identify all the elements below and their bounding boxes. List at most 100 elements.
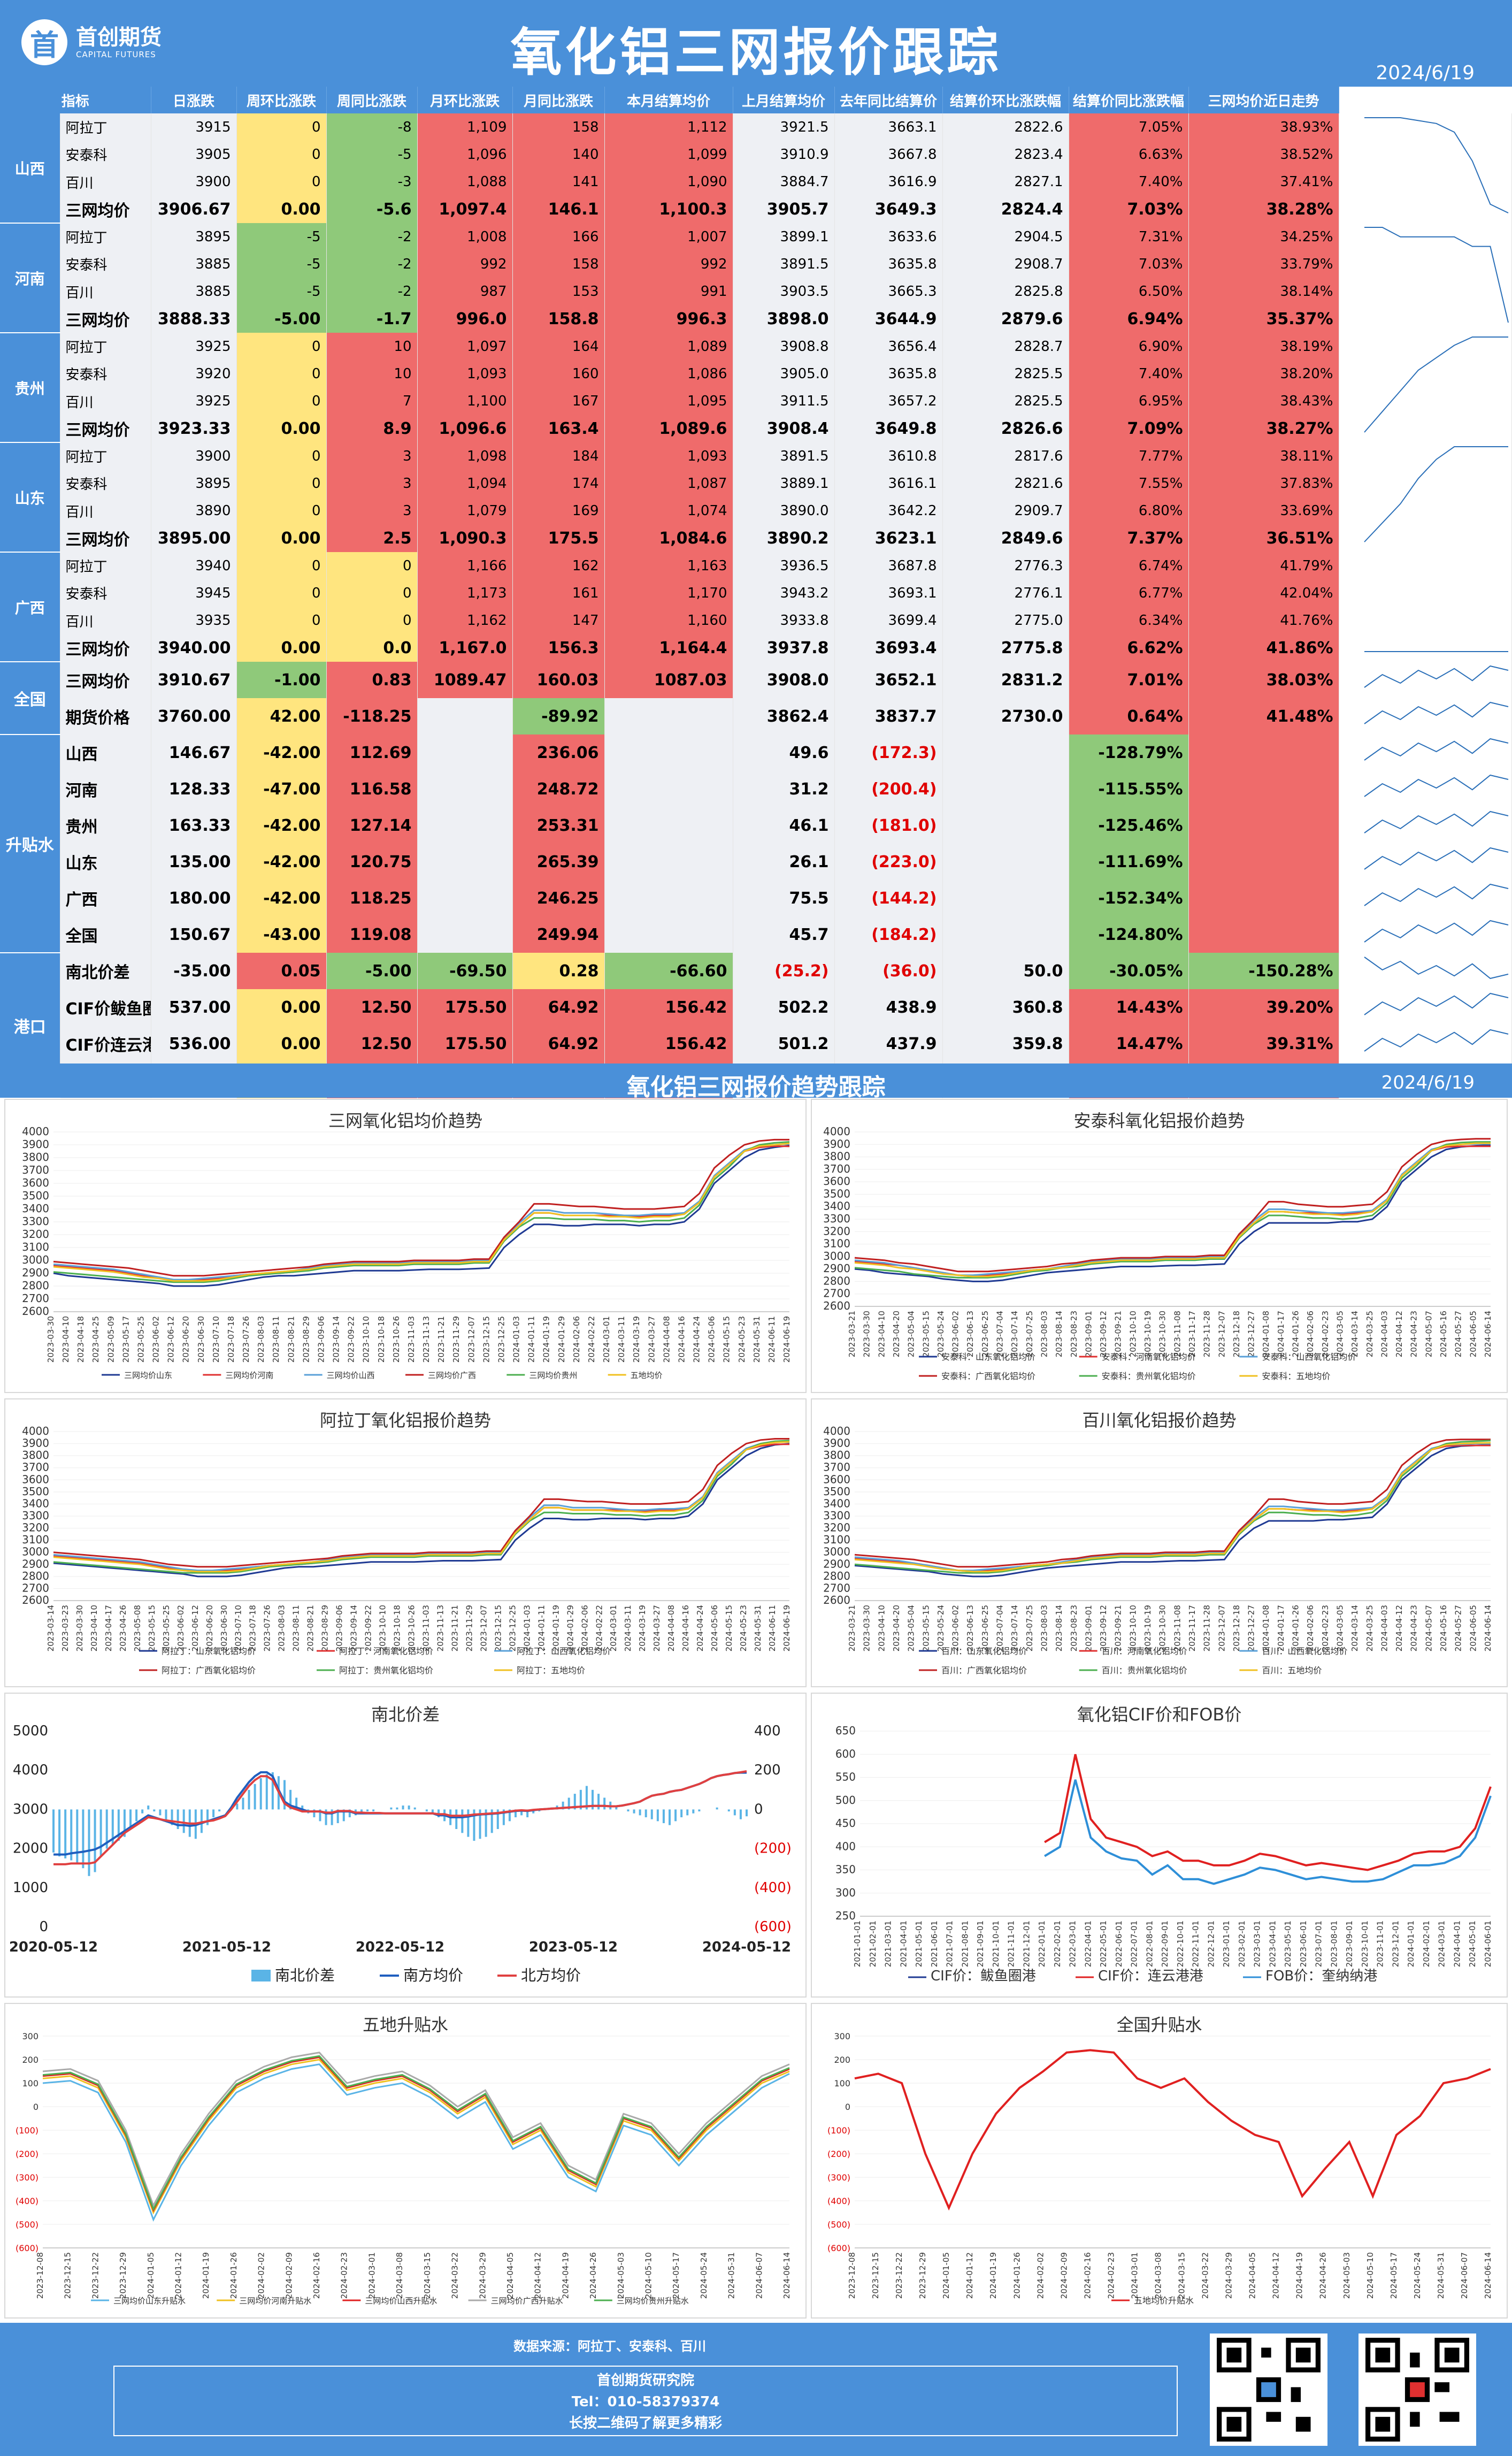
row-label: 百川 xyxy=(60,607,151,634)
y-tick-label: 2800 xyxy=(22,1570,49,1582)
series-line xyxy=(42,2056,790,2213)
table-cell: 3940 xyxy=(151,552,237,580)
x-tick-label: 2023-06-20 xyxy=(205,1605,214,1651)
table-cell: 38.14% xyxy=(1188,278,1339,305)
col-header: 结算价同比涨跌幅 xyxy=(1069,87,1189,113)
x-tick-label: 2024-04-12 xyxy=(1394,1605,1404,1651)
table-cell: 536.00 xyxy=(151,1026,237,1062)
y-tick-label: 3600 xyxy=(22,1176,49,1189)
x-tick-label: 2021-03-01 xyxy=(884,1921,893,1967)
spread-bar xyxy=(271,1772,274,1810)
x-tick-label: 2023-11-28 xyxy=(1202,1605,1212,1651)
table-cell: 3933.8 xyxy=(733,607,835,634)
org-name: 首创期货研究院 xyxy=(596,2373,694,2389)
y-tick-label: 3700 xyxy=(22,1164,49,1176)
table-cell: 6.77% xyxy=(1069,579,1189,607)
table-cell: 46.1 xyxy=(733,807,835,844)
x-tick-label: 2023-12-25 xyxy=(496,1316,506,1363)
x-tick-label: 2024-01-26 xyxy=(229,2252,239,2299)
y-tick-label: 0 xyxy=(39,1919,48,1935)
table-cell: -150.28% xyxy=(1188,953,1339,989)
sparkline-path xyxy=(1364,810,1509,833)
table-cell: 3657.2 xyxy=(834,387,943,415)
x-tick-label: 2023-11-21 xyxy=(450,1605,459,1651)
table-row: 山东 135.00 -42.00 120.75 265.39 26.1 (223.0) -11… xyxy=(0,844,1512,880)
x-tick-label: 2023-04-10 xyxy=(877,1605,886,1651)
x-tick-label: 2024-05-24 xyxy=(699,2252,709,2299)
legend-label: 三网均价贵州升贴水 xyxy=(617,2296,689,2306)
spread-bar xyxy=(336,1809,339,1824)
table-cell xyxy=(942,916,1069,953)
table-cell: 3693.1 xyxy=(834,579,943,607)
y-tick-label: 550 xyxy=(835,1771,856,1784)
x-tick-label: 2024-03-25 xyxy=(1365,1311,1375,1357)
table-cell: 31.2 xyxy=(733,771,835,807)
x-tick-label: 2023-05-24 xyxy=(936,1311,946,1357)
table-cell: 1,100 xyxy=(417,387,513,415)
y-tick-label: 3300 xyxy=(823,1212,850,1225)
qr-code-icon[interactable] xyxy=(1210,2333,1327,2446)
table-cell: 3635.8 xyxy=(834,250,943,278)
table-cell: 1,095 xyxy=(604,387,733,415)
sparkline-svg xyxy=(1364,992,1509,1015)
table-cell: 1,093 xyxy=(417,360,513,388)
sparkline-path xyxy=(1364,117,1509,213)
table-cell: 7 xyxy=(326,387,418,415)
table-cell: 7.55% xyxy=(1069,470,1189,498)
table-cell: 120.75 xyxy=(326,844,418,880)
table-cell: 3908.0 xyxy=(733,662,835,698)
table-cell: 2730.0 xyxy=(942,698,1069,734)
x-tick-label: 2023-09-01 xyxy=(1345,1921,1354,1967)
legend-label: 阿拉丁：山西氧化铝均价 xyxy=(517,1646,611,1656)
x-tick-label: 2022-10-01 xyxy=(1176,1921,1185,1967)
table-cell: 6.95% xyxy=(1069,387,1189,415)
table-cell: 42.04% xyxy=(1188,579,1339,607)
x-tick-label: 2024-01-26 xyxy=(1291,1605,1301,1651)
table-cell: 3898.0 xyxy=(733,305,835,333)
table-cell: 146.1 xyxy=(512,195,605,223)
sparkline-svg xyxy=(1364,738,1509,761)
table-cell: 2828.7 xyxy=(942,333,1069,361)
x-tick-label: 2024-02-09 xyxy=(1059,2252,1069,2299)
spread-bar xyxy=(94,1809,96,1872)
table-cell xyxy=(1188,771,1339,807)
row-label: CIF价鲅鱼圈港 xyxy=(60,989,151,1026)
y-tick-label: 2000 xyxy=(13,1841,48,1857)
brand-name: 首创期货 xyxy=(76,25,162,50)
spread-bar xyxy=(206,1809,209,1825)
table-cell: 2827.1 xyxy=(942,168,1069,196)
table-cell: -5.00 xyxy=(236,305,327,333)
spread-bar xyxy=(82,1809,85,1869)
x-tick-label: 2024-04-12 xyxy=(1271,2252,1281,2299)
table-cell: 49.6 xyxy=(733,734,835,771)
qr-code-icon[interactable] xyxy=(1359,2333,1476,2446)
y-tick-label: 2900 xyxy=(22,1266,49,1279)
chart-svg: 2600270028002900300031003200330034003500… xyxy=(823,1425,1493,1675)
y-tick-label: 3800 xyxy=(22,1449,49,1462)
table-cell: 1,086 xyxy=(604,360,733,388)
y-tick-label: 3800 xyxy=(823,1449,850,1462)
y-tick-label: (400) xyxy=(16,2196,39,2206)
x-tick-label: 2024-04-23 xyxy=(1409,1605,1419,1651)
x-tick-label: 2024-02-02 xyxy=(257,2252,266,2299)
y-tick-label: 4000 xyxy=(22,1125,49,1138)
table-cell: -128.79% xyxy=(1069,734,1189,771)
table-cell: 3699.4 xyxy=(834,607,943,634)
y-tick-label: (100) xyxy=(827,2125,850,2136)
spread-bar xyxy=(242,1797,244,1810)
row-label: 三网均价 xyxy=(60,195,151,223)
x-tick-label: 2024-01-11 xyxy=(536,1605,546,1651)
x-tick-label: 2024-01-03 xyxy=(522,1605,532,1651)
spread-bar xyxy=(70,1809,73,1861)
table-cell: 119.08 xyxy=(326,916,418,953)
qr-hint: 长按二维码了解更多精彩 xyxy=(569,2415,722,2431)
x-tick-label: 2024-01-19 xyxy=(542,1316,551,1363)
x-tick-label: 2024-04-05 xyxy=(1248,2252,1257,2299)
table-cell: 41.79% xyxy=(1188,552,1339,580)
x-tick-label: 2023-10-10 xyxy=(1128,1605,1138,1651)
y-tick-label: 650 xyxy=(835,1724,856,1737)
legend-label: CIF价：鲅鱼圈港 xyxy=(931,1968,1036,1984)
table-cell: 246.25 xyxy=(512,880,605,916)
table-cell: 1,084.6 xyxy=(604,524,733,552)
table-cell: 3652.1 xyxy=(834,662,943,698)
